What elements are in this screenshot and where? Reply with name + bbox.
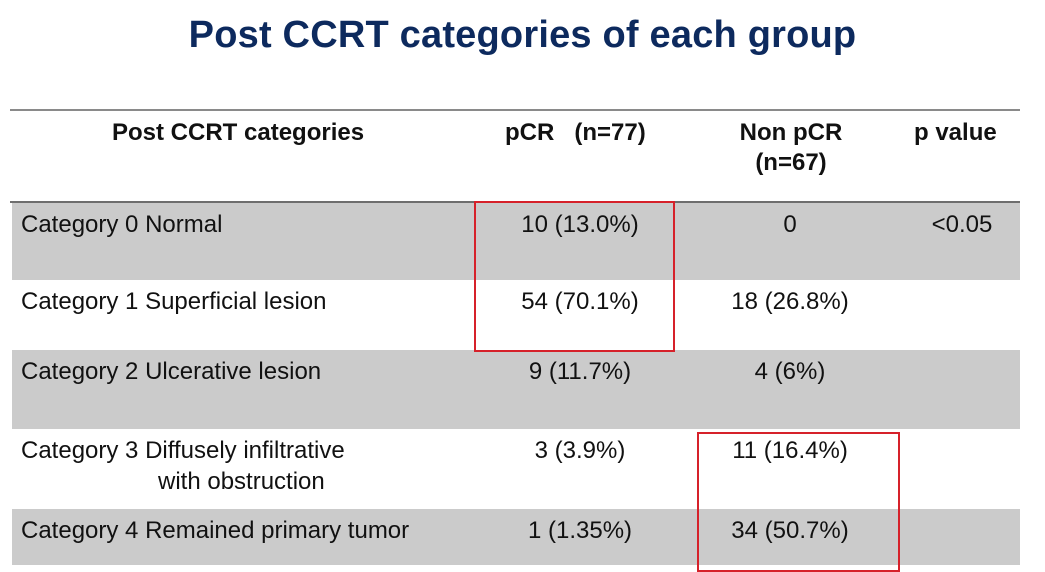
non-pcr-cell: 0 <box>783 211 797 238</box>
header-non-pcr-line2: (n=67) <box>755 149 827 176</box>
header-non-pcr: Non pCR (n=67) <box>722 118 860 178</box>
category-label: Category 0 Normal <box>21 211 223 238</box>
highlight-box-non-pcr <box>697 432 900 572</box>
category-cell: Category 0 Normal <box>21 209 222 240</box>
non-pcr-cell: 18 (26.8%) <box>731 288 849 315</box>
pcr-cell: 3 (3.9%) <box>534 437 626 464</box>
pcr-cell: 54 (70.1%) <box>521 288 639 315</box>
table-row: Category 3 Diffusely infiltrative with o… <box>12 429 1020 509</box>
header-pcr: pCR (n=77) <box>505 119 646 146</box>
category-cell: Category 1 Superficial lesion <box>21 286 327 317</box>
highlight-box-pcr <box>474 201 675 352</box>
table-row: Category 2 Ulcerative lesion 9 (11.7%) 4… <box>12 350 1020 429</box>
non-pcr-cell: 4 (6%) <box>754 358 826 385</box>
header-category: Post CCRT categories <box>112 119 365 146</box>
category-label: Category 3 Diffusely infiltrative <box>21 437 345 464</box>
category-label: Category 1 Superficial lesion <box>21 288 327 315</box>
table-row: Category 1 Superficial lesion 54 (70.1%)… <box>12 280 1020 350</box>
header-non-pcr-line1: Non pCR <box>739 119 843 146</box>
pcr-cell: 9 (11.7%) <box>528 358 632 385</box>
category-cell: Category 3 Diffusely infiltrative with o… <box>21 435 345 497</box>
pcr-cell: 1 (1.35%) <box>527 517 633 544</box>
header-p-value: p value <box>914 119 997 146</box>
p-value-cell: <0.05 <box>931 211 993 238</box>
non-pcr-cell: 11 (16.4%) <box>732 437 848 464</box>
category-label-continued: with obstruction <box>158 468 325 495</box>
category-cell: Category 4 Remained primary tumor <box>21 515 409 546</box>
slide-title: Post CCRT categories of each group <box>188 14 857 56</box>
table-top-rule <box>10 109 1020 111</box>
category-label: Category 2 Ulcerative lesion <box>21 358 322 385</box>
category-cell: Category 2 Ulcerative lesion <box>21 356 321 387</box>
non-pcr-cell: 34 (50.7%) <box>731 517 849 544</box>
category-label: Category 4 Remained primary tumor <box>21 517 410 544</box>
table-row: Category 0 Normal 10 (13.0%) 0 <0.05 <box>12 203 1020 280</box>
pcr-cell: 10 (13.0%) <box>521 211 639 238</box>
table-row: Category 4 Remained primary tumor 1 (1.3… <box>12 509 1020 565</box>
